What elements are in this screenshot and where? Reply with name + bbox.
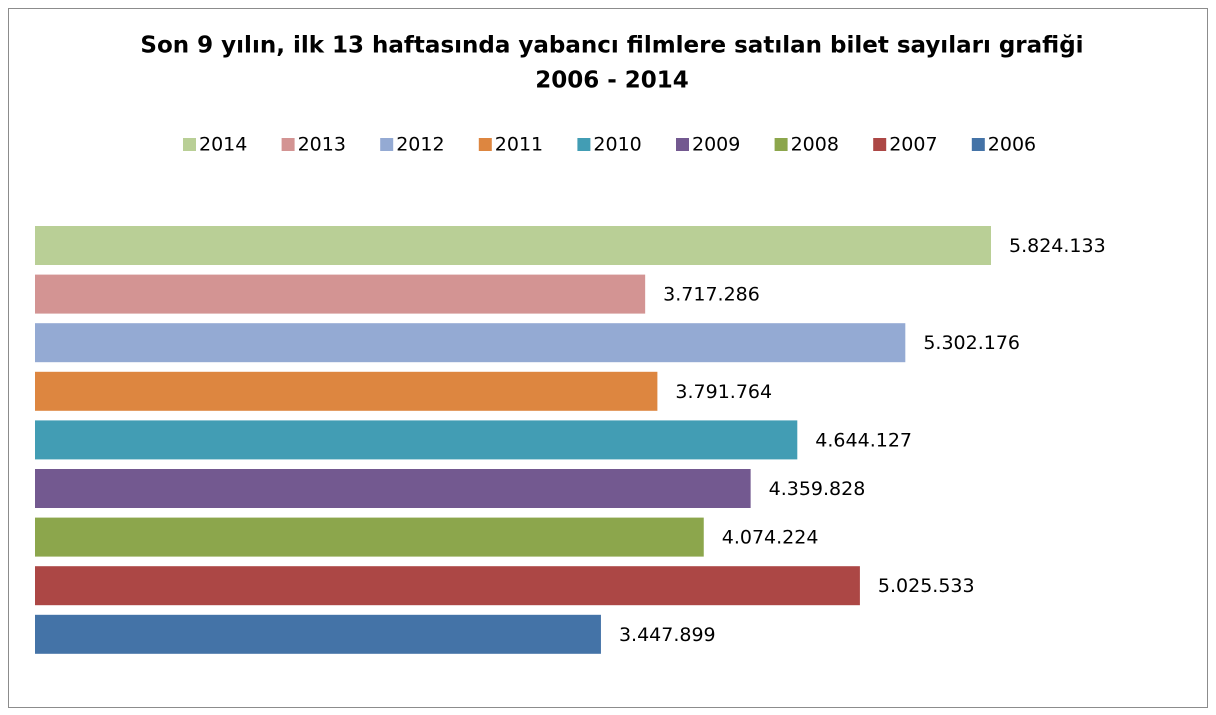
legend-label: 2013 (298, 134, 346, 156)
bar (35, 517, 704, 557)
data-label: 5.025.533 (878, 575, 975, 597)
legend-swatch (577, 138, 591, 151)
legend-swatch (478, 138, 492, 151)
legend-swatch (183, 138, 196, 151)
legend-label: 2008 (791, 134, 839, 156)
legend-label: 2006 (988, 134, 1036, 156)
chart-subtitle: 2006 - 2014 (535, 68, 689, 94)
data-label: 4.644.127 (815, 429, 912, 451)
legend-swatch (676, 138, 689, 151)
bar (35, 614, 601, 654)
legend-label: 2014 (199, 134, 247, 156)
legend-label: 2009 (692, 134, 740, 156)
legend-swatch (774, 138, 788, 151)
data-label: 3.447.899 (619, 624, 716, 646)
bar (35, 226, 991, 265)
bar (35, 274, 646, 314)
legend-swatch (281, 138, 295, 151)
legend-swatch (971, 138, 985, 151)
chart-title: Son 9 yılın, ilk 13 haftasında yabancı f… (140, 33, 1083, 59)
legend-label: 2011 (495, 134, 543, 156)
bar (35, 469, 751, 508)
bar (35, 566, 860, 606)
bar (35, 323, 906, 363)
data-label: 3.791.764 (675, 381, 772, 403)
legend-label: 2010 (593, 134, 641, 156)
legend-swatch (873, 138, 887, 151)
data-label: 5.824.133 (1009, 235, 1106, 257)
data-label: 3.717.286 (663, 284, 760, 306)
legend-label: 2007 (889, 134, 937, 156)
data-label: 4.359.828 (769, 478, 866, 500)
bar (35, 371, 658, 411)
legend-swatch (380, 138, 394, 151)
data-label: 5.302.176 (923, 332, 1020, 354)
legend-label: 2012 (396, 134, 444, 156)
bar (35, 420, 798, 460)
data-label: 4.074.224 (722, 527, 819, 549)
